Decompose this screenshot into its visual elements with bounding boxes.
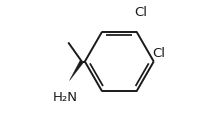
Text: H₂N: H₂N (53, 91, 78, 104)
Text: Cl: Cl (152, 47, 165, 60)
Polygon shape (70, 60, 83, 81)
Text: Cl: Cl (135, 6, 148, 19)
